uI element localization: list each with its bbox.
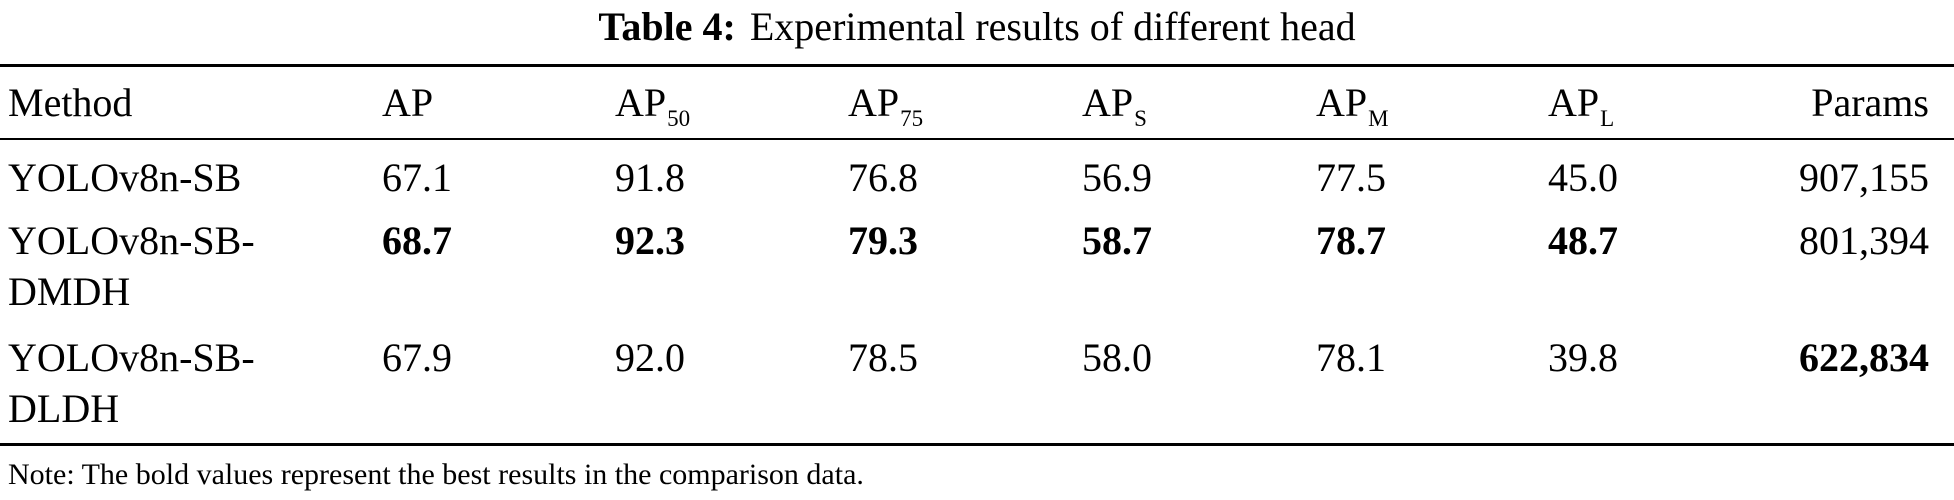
row2-params: 801,394 — [1799, 218, 1929, 263]
row3-ap75: 78.5 — [848, 335, 918, 380]
row3-apl: 39.8 — [1548, 335, 1618, 380]
header-ap: AP — [382, 80, 434, 125]
table-note: Note: The bold values represent the best… — [8, 458, 864, 491]
row3-ap: 67.9 — [382, 335, 452, 380]
row1-aps: 56.9 — [1082, 155, 1152, 200]
row2-aps: 58.7 — [1082, 218, 1152, 263]
row1-ap50: 91.8 — [615, 155, 685, 200]
row3-apm: 78.1 — [1316, 335, 1386, 380]
row3-params: 622,834 — [1799, 335, 1929, 380]
table-top-rule — [0, 64, 1954, 67]
table-header-rule — [0, 138, 1954, 140]
header-aps: APS — [1082, 80, 1147, 131]
row3-method-line1: YOLOv8n-SB- — [8, 335, 255, 380]
row2-ap: 68.7 — [382, 218, 452, 263]
row1-ap75: 76.8 — [848, 155, 918, 200]
table-bottom-rule — [0, 443, 1954, 446]
row2-ap75: 79.3 — [848, 218, 918, 263]
header-apl: APL — [1548, 80, 1615, 131]
table-caption: Table 4: Experimental results of differen… — [0, 0, 1954, 54]
row2-method-line2: DMDH — [8, 269, 131, 314]
row1-apl: 45.0 — [1548, 155, 1618, 200]
header-ap50: AP50 — [615, 80, 691, 131]
row2-method-line1: YOLOv8n-SB- — [8, 218, 255, 263]
header-ap75: AP75 — [848, 80, 924, 131]
row1-ap: 67.1 — [382, 155, 452, 200]
row3-ap50: 92.0 — [615, 335, 685, 380]
row3-aps: 58.0 — [1082, 335, 1152, 380]
header-params: Params — [1811, 80, 1929, 125]
header-method: Method — [8, 80, 133, 125]
row2-apm: 78.7 — [1316, 218, 1386, 263]
table-caption-label: Table 4: — [598, 4, 736, 49]
table-caption-text: Experimental results of different head — [749, 4, 1356, 49]
row1-apm: 77.5 — [1316, 155, 1386, 200]
row1-params: 907,155 — [1799, 155, 1929, 200]
row1-method: YOLOv8n-SB — [8, 155, 242, 200]
row2-ap50: 92.3 — [615, 218, 685, 263]
header-apm: APM — [1316, 80, 1389, 131]
row2-apl: 48.7 — [1548, 218, 1618, 263]
row3-method-line2: DLDH — [8, 386, 120, 431]
